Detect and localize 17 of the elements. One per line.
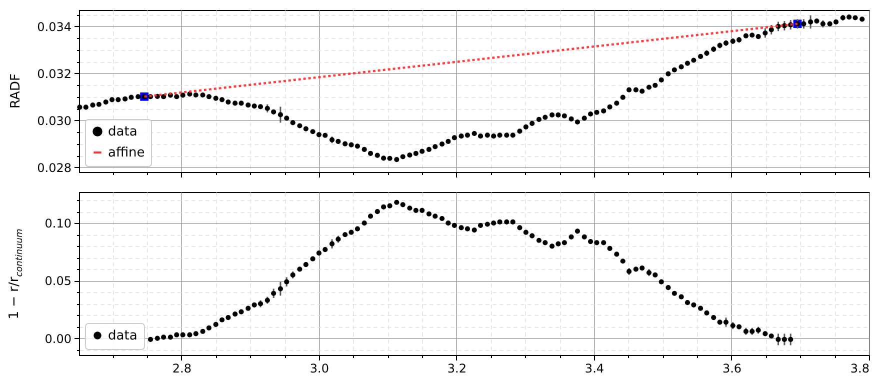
y-tick-label: 0.032 [37, 66, 72, 81]
x-tick-label: 2.8 [172, 362, 192, 376]
x-tick-label: 3.8 [850, 362, 870, 376]
y-tick-label: 0.030 [37, 114, 72, 128]
legend-label: data [108, 328, 138, 344]
x-tick-label: 3.4 [584, 362, 604, 376]
y-tick-label: 0.00 [44, 332, 72, 346]
y-tick-label: 0.05 [44, 274, 72, 288]
y-tick-label: 0.028 [37, 160, 72, 175]
x-tick-label: 3.6 [722, 362, 742, 376]
x-tick-label: 3.0 [310, 362, 330, 376]
legend-label: data [108, 124, 138, 140]
legend-label: affine [108, 146, 145, 160]
x-tick-label: 3.2 [447, 362, 467, 376]
y-axis-title: RADF [8, 74, 24, 108]
y-tick-label: 0.034 [37, 20, 72, 34]
y-tick-label: 0.10 [44, 216, 72, 231]
